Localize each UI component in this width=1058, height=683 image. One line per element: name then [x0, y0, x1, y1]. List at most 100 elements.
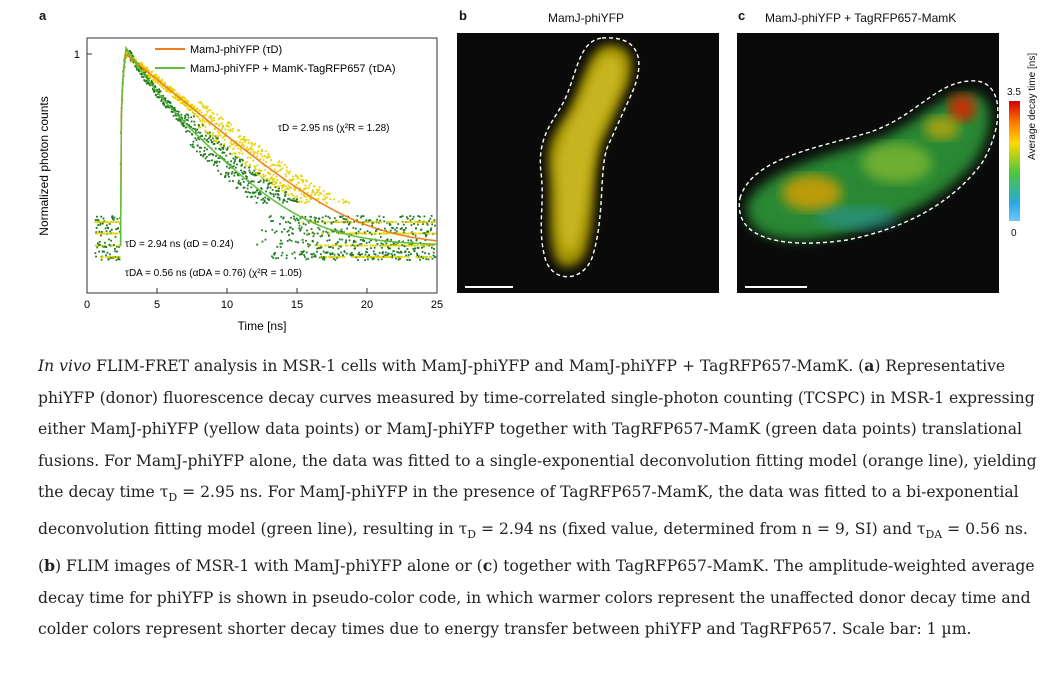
data-point-fret — [361, 223, 364, 226]
data-point-fret — [240, 169, 242, 172]
data-point-yfp — [209, 116, 212, 119]
data-point-yfp — [293, 189, 296, 192]
data-point-fret — [203, 146, 206, 149]
data-point-fret — [208, 131, 211, 134]
data-point-yfp — [184, 98, 187, 100]
data-point-yfp — [154, 81, 156, 84]
data-point-yfp — [326, 196, 329, 199]
data-point-fret — [222, 158, 225, 160]
data-point-fret — [215, 155, 217, 157]
data-point-yfp — [295, 183, 298, 186]
data-point-yfp — [317, 194, 320, 197]
data-point-fret — [139, 67, 142, 70]
data-point-fret — [387, 252, 390, 255]
data-point-fret — [105, 230, 108, 233]
data-point-yfp — [280, 161, 283, 164]
data-point-fret — [297, 241, 300, 244]
annotation-tau-da: τDA = 0.56 ns (αDA = 0.76) (χ²R = 1.05) — [125, 268, 302, 279]
data-point-yfp — [250, 147, 252, 150]
data-point-fret — [370, 233, 373, 236]
data-point-fret — [430, 215, 433, 217]
data-point-yfp — [130, 56, 133, 59]
data-point-yfp — [264, 150, 267, 153]
data-point-yfp — [325, 256, 328, 258]
data-point-fret — [321, 234, 323, 237]
data-point-yfp — [110, 221, 113, 223]
data-point-fret — [212, 163, 215, 166]
data-point-yfp — [406, 221, 409, 223]
colorbar-max-label: 3.5 — [1007, 87, 1021, 98]
data-point-fret — [248, 166, 251, 169]
data-point-fret — [357, 230, 360, 233]
data-point-fret — [203, 153, 205, 156]
data-point-yfp — [257, 146, 260, 149]
data-point-fret — [311, 253, 314, 256]
fit-line-fret — [119, 45, 438, 246]
data-point-yfp — [308, 184, 311, 187]
data-point-yfp — [340, 221, 343, 223]
data-point-fret — [325, 230, 328, 233]
data-point-yfp — [133, 62, 136, 64]
data-point-yfp — [325, 202, 328, 205]
data-point-yfp — [386, 244, 388, 247]
data-point-fret — [332, 257, 335, 260]
data-point-yfp — [187, 105, 190, 108]
data-point-fret — [354, 240, 357, 243]
data-point-fret — [291, 228, 294, 231]
data-point-fret — [198, 146, 201, 149]
data-point-yfp — [235, 140, 238, 143]
data-point-yfp — [371, 256, 374, 258]
data-point-fret — [227, 173, 229, 176]
data-point-fret — [171, 111, 174, 113]
data-point-fret — [307, 245, 310, 248]
data-point-fret — [105, 246, 108, 248]
data-point-yfp — [283, 184, 285, 187]
data-point-fret — [196, 144, 199, 147]
data-point-fret — [137, 68, 140, 71]
data-point-yfp — [99, 221, 102, 223]
data-point-yfp — [264, 169, 267, 171]
data-point-fret — [288, 197, 291, 200]
data-point-fret — [220, 156, 223, 159]
data-point-yfp — [366, 221, 368, 223]
data-point-yfp — [238, 141, 241, 144]
data-point-fret — [429, 217, 432, 220]
data-point-yfp — [341, 198, 344, 201]
data-point-fret — [340, 228, 343, 231]
data-point-fret — [240, 164, 243, 167]
colorbar-title-text: Average decay time [ns] — [1027, 52, 1038, 160]
data-point-fret — [100, 215, 103, 218]
data-point-yfp — [276, 185, 278, 188]
data-point-fret — [192, 146, 195, 149]
data-point-fret — [195, 129, 197, 132]
data-point-yfp — [374, 244, 377, 247]
data-point-fret — [402, 240, 405, 243]
data-point-fret — [213, 161, 216, 164]
data-point-fret — [172, 115, 175, 117]
data-point-fret — [328, 246, 331, 249]
data-point-fret — [222, 146, 225, 149]
data-point-fret — [359, 238, 362, 241]
data-point-fret — [290, 216, 293, 219]
data-point-fret — [187, 116, 190, 119]
data-point-fret — [373, 253, 376, 255]
data-point-fret — [388, 222, 391, 225]
data-point-fret — [400, 251, 403, 254]
data-point-yfp — [221, 125, 224, 128]
data-point-fret — [358, 251, 361, 254]
data-point-yfp — [214, 123, 217, 125]
data-point-fret — [235, 156, 238, 159]
data-point-yfp — [344, 200, 347, 203]
data-point-yfp — [379, 221, 382, 223]
data-point-yfp — [367, 221, 370, 223]
caption-italic-intro: In vivo — [38, 357, 92, 375]
data-point-yfp — [263, 175, 265, 178]
data-point-fret — [143, 79, 146, 82]
data-point-fret — [427, 252, 430, 255]
data-point-yfp — [391, 244, 393, 247]
data-point-fret — [382, 216, 385, 218]
data-point-yfp — [228, 122, 231, 125]
data-point-fret — [109, 257, 112, 259]
y-axis-ticks: 1 — [74, 49, 92, 61]
data-point-yfp — [289, 179, 292, 181]
